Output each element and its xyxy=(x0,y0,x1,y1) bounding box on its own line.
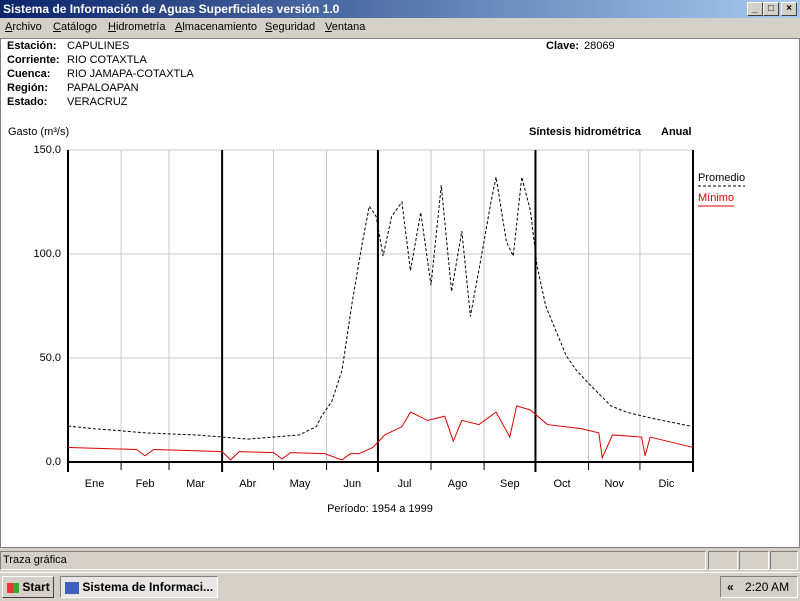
clave-label: Clave: xyxy=(546,40,580,52)
y-tick-label: 100.0 xyxy=(33,248,61,260)
menu-item[interactable]: Seguridad xyxy=(265,21,316,33)
start-label: Start xyxy=(22,580,50,594)
field-value: CAPULINES xyxy=(67,40,130,52)
legend-label: Promedio xyxy=(698,172,745,184)
field-value: VERACRUZ xyxy=(67,96,128,108)
field-label: Región: xyxy=(7,82,48,94)
maximize-button[interactable]: □ xyxy=(763,2,779,16)
clave-value: 28069 xyxy=(584,40,615,52)
task-label: Sistema de Informaci... xyxy=(82,580,214,594)
x-tick-label: Mar xyxy=(186,478,205,490)
system-tray: « 2:20 AM xyxy=(720,576,798,598)
field-label: Estado: xyxy=(7,96,48,108)
window-title: Sistema de Información de Aguas Superfic… xyxy=(3,2,340,16)
x-tick-label: Ago xyxy=(448,478,468,490)
status-panel xyxy=(708,551,738,570)
menu-item[interactable]: Archivo xyxy=(5,21,42,33)
x-tick-label: Nov xyxy=(604,478,624,490)
taskbar: Start Sistema de Informaci... « 2:20 AM xyxy=(0,572,800,601)
x-tick-label: Abr xyxy=(239,478,256,490)
field-label: Cuenca: xyxy=(7,68,51,80)
field-value: RIO JAMAPA-COTAXTLA xyxy=(67,68,194,80)
client-area: Gasto (m³/s) Síntesis hidrométrica Anual 0.… xyxy=(0,38,800,548)
menu-item[interactable]: Ventana xyxy=(325,21,366,33)
y-tick-label: 150.0 xyxy=(33,144,61,156)
status-bar: Traza gráfica xyxy=(0,550,800,570)
task-button[interactable]: Sistema de Informaci... xyxy=(60,576,218,598)
x-tick-label: Dic xyxy=(659,478,675,490)
menu-bar: Archivo Catálogo Hidrometría Almacenamiento… xyxy=(0,18,800,38)
field-value: RIO COTAXTLA xyxy=(67,54,147,66)
tray-chevron[interactable]: « xyxy=(727,580,734,594)
chart-title: Síntesis hidrométrica xyxy=(529,126,642,138)
legend-label: Mínimo xyxy=(698,192,734,204)
clock: 2:20 AM xyxy=(745,580,790,594)
x-tick-label: Ene xyxy=(85,478,105,490)
data-line xyxy=(67,405,694,461)
status-panel xyxy=(770,551,798,570)
x-tick-label: Sep xyxy=(500,478,520,490)
status-text: Traza gráfica xyxy=(0,551,706,570)
x-tick-label: Feb xyxy=(136,478,155,490)
x-tick-label: Jul xyxy=(397,478,411,490)
minimize-button[interactable]: _ xyxy=(747,2,763,16)
y-tick-label: 0.0 xyxy=(46,456,61,468)
field-value: PAPALOAPAN xyxy=(67,82,139,94)
chart: Gasto (m³/s) Síntesis hidrométrica Anual 0.… xyxy=(8,126,746,515)
field-label: Corriente: xyxy=(7,54,60,66)
status-panel xyxy=(739,551,769,570)
field-label: Estación: xyxy=(7,40,57,52)
x-tick-label: Jun xyxy=(343,478,361,490)
period: Período: 1954 a 1999 xyxy=(327,503,433,515)
x-tick-label: Oct xyxy=(553,478,570,490)
menu-item[interactable]: Hidrometría xyxy=(108,21,166,33)
data-line xyxy=(67,176,694,440)
menu-item[interactable]: Almacenamiento xyxy=(175,21,257,33)
y-axis-title: Gasto (m³/s) xyxy=(8,126,69,138)
menu-item[interactable]: Catálogo xyxy=(53,21,98,33)
y-tick-label: 50.0 xyxy=(40,352,61,364)
start-button[interactable]: Start xyxy=(2,576,54,598)
close-button[interactable]: × xyxy=(781,2,797,16)
title-bar: Sistema de Información de Aguas Superfic… xyxy=(0,0,800,18)
x-tick-label: May xyxy=(290,478,311,490)
chart-subtitle: Anual xyxy=(661,126,692,138)
